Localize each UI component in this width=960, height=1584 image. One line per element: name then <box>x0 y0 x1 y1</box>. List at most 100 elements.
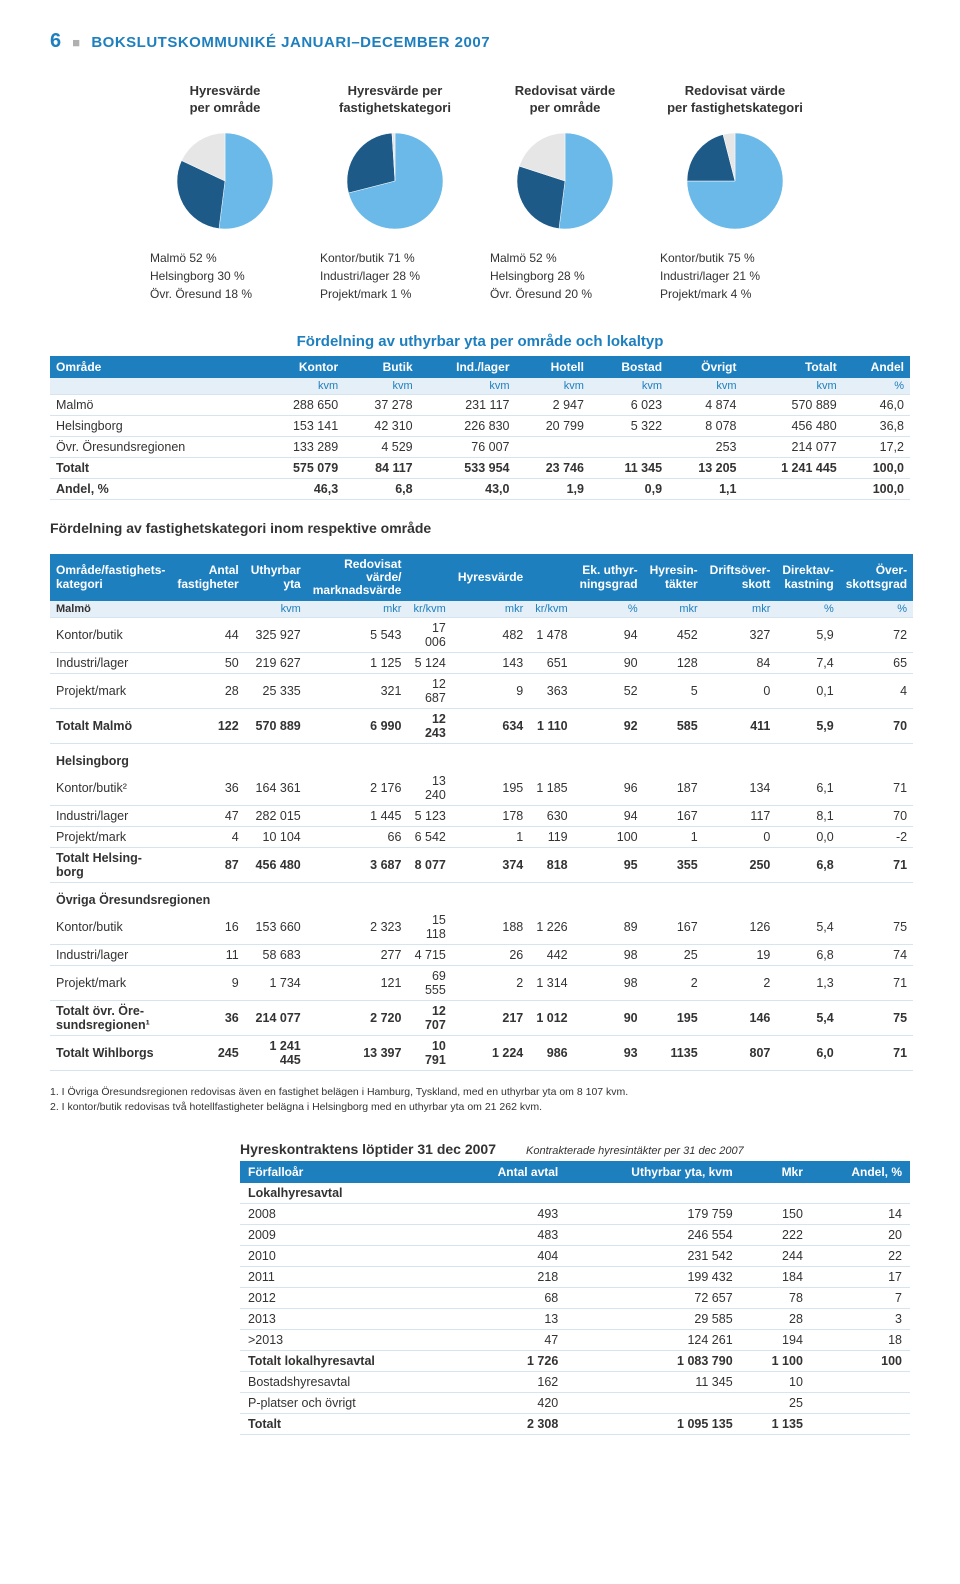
cell: 13 205 <box>668 457 742 478</box>
cell: 17 <box>811 1266 910 1287</box>
cell: 13 240 <box>407 771 451 806</box>
cell: 2 <box>644 966 704 1001</box>
legend-item: Helsingborg 28 % <box>490 267 640 285</box>
legend-item: Malmö 52 % <box>490 249 640 267</box>
table-row: P-platser och övrigt42025 <box>240 1392 910 1413</box>
table-row: Övr. Öresundsregionen133 2894 52976 0072… <box>50 436 910 457</box>
cell: Andel, % <box>50 478 259 499</box>
cell: 4 <box>171 827 244 848</box>
cell: 71 <box>840 848 913 883</box>
cell: 483 <box>452 1224 566 1245</box>
table-row: Totalt lokalhyresavtal1 7261 083 7901 10… <box>240 1350 910 1371</box>
cell <box>452 1183 566 1204</box>
cell: 146 <box>704 1001 777 1036</box>
col-header: Hyresvärde <box>452 554 529 602</box>
cell: 1 <box>644 827 704 848</box>
table-row: Kontor/butik²36164 3612 17613 2401951 18… <box>50 771 913 806</box>
col-header: Över- skottsgrad <box>840 554 913 602</box>
cell: 9 <box>171 966 244 1001</box>
cell: 42 310 <box>344 415 418 436</box>
cell: 986 <box>529 1036 573 1071</box>
pie-charts-row: Hyresvärdeper område Hyresvärde perfastig… <box>140 83 820 231</box>
col-header: Uthyrbar yta <box>245 554 307 602</box>
col-header: Ek. uthyr- ningsgrad <box>574 554 644 602</box>
legend-item: Övr. Öresund 18 % <box>150 285 300 303</box>
cell <box>590 436 668 457</box>
cell: Kontor/butik² <box>50 771 171 806</box>
cell: 214 077 <box>245 1001 307 1036</box>
unit-cell <box>171 601 244 618</box>
table-row: >201347124 26119418 <box>240 1329 910 1350</box>
cell: Helsingborg <box>50 415 259 436</box>
pie-chart: Redovisat värdeper fastighetskategori <box>660 83 810 231</box>
cell: 89 <box>574 910 644 945</box>
pie-legend: Kontor/butik 75 %Industri/lager 21 %Proj… <box>660 249 810 303</box>
cell: 100 <box>574 827 644 848</box>
cell: 1 478 <box>529 618 573 653</box>
col-header: Andel <box>843 356 910 378</box>
cell: 199 432 <box>566 1266 740 1287</box>
cell: 2013 <box>240 1308 452 1329</box>
cell: Kontor/butik <box>50 910 171 945</box>
cell: 76 007 <box>419 436 516 457</box>
cell: 11 345 <box>566 1371 740 1392</box>
cell: 8 077 <box>407 848 451 883</box>
cell: 70 <box>840 806 913 827</box>
unit-cell: kvm <box>590 378 668 395</box>
cell: 404 <box>452 1245 566 1266</box>
cell: 1 241 445 <box>743 457 843 478</box>
cell: 37 278 <box>344 394 418 415</box>
col-header: Driftsöver- skott <box>704 554 777 602</box>
cell: 2008 <box>240 1203 452 1224</box>
cell: 1 <box>452 827 529 848</box>
cell: 195 <box>452 771 529 806</box>
cell: 90 <box>574 653 644 674</box>
cell: 250 <box>704 848 777 883</box>
cell: 100,0 <box>843 478 910 499</box>
cell: 153 660 <box>245 910 307 945</box>
cell: 1 726 <box>452 1350 566 1371</box>
cell: Industri/lager <box>50 945 171 966</box>
col-header: Redovisat värde/ marknadsvärde <box>307 554 408 602</box>
cell: 570 889 <box>245 709 307 744</box>
cell: 2 <box>704 966 777 1001</box>
cell: 411 <box>704 709 777 744</box>
cell: 374 <box>452 848 529 883</box>
cell: 456 480 <box>245 848 307 883</box>
cell: 7,4 <box>776 653 839 674</box>
cell: 117 <box>704 806 777 827</box>
col-header: Kontor <box>259 356 344 378</box>
table2: Område/fastighets- kategoriAntal fastigh… <box>50 554 913 1072</box>
cell: 1 095 135 <box>566 1413 740 1434</box>
col-header: Ind./lager <box>419 356 516 378</box>
cell: 119 <box>529 827 573 848</box>
pie-title: Hyresvärde perfastighetskategori <box>339 83 451 117</box>
table3: FörfalloårAntal avtalUthyrbar yta, kvmMk… <box>240 1161 910 1435</box>
table-row: Malmö288 65037 278231 1172 9476 0234 874… <box>50 394 910 415</box>
cell: 14 <box>811 1203 910 1224</box>
cell: 2010 <box>240 1245 452 1266</box>
cell: 217 <box>452 1001 529 1036</box>
table-row: Lokalhyresavtal <box>240 1183 910 1204</box>
table3-subtitle: Kontrakterade hyresintäkter per 31 dec 2… <box>526 1145 744 1157</box>
cell: 493 <box>452 1203 566 1224</box>
pie-title: Hyresvärdeper område <box>190 83 261 117</box>
unit-cell: mkr <box>644 601 704 618</box>
cell: 69 555 <box>407 966 451 1001</box>
cell <box>566 1183 740 1204</box>
cell: 65 <box>840 653 913 674</box>
table-row: Kontor/butik44325 9275 54317 0064821 478… <box>50 618 913 653</box>
cell: 5,4 <box>776 1001 839 1036</box>
cell: 68 <box>452 1287 566 1308</box>
footnotes: 1. I Övriga Öresundsregionen redovisas ä… <box>50 1085 910 1114</box>
cell: 226 830 <box>419 415 516 436</box>
cell: 1 125 <box>307 653 408 674</box>
unit-cell: kvm <box>515 378 589 395</box>
cell: 96 <box>574 771 644 806</box>
table2-title: Fördelning av fastighetskategori inom re… <box>50 520 910 536</box>
cell: 71 <box>840 1036 913 1071</box>
col-header: Totalt <box>743 356 843 378</box>
cell: 87 <box>171 848 244 883</box>
cell: 253 <box>668 436 742 457</box>
cell: 6,0 <box>776 1036 839 1071</box>
